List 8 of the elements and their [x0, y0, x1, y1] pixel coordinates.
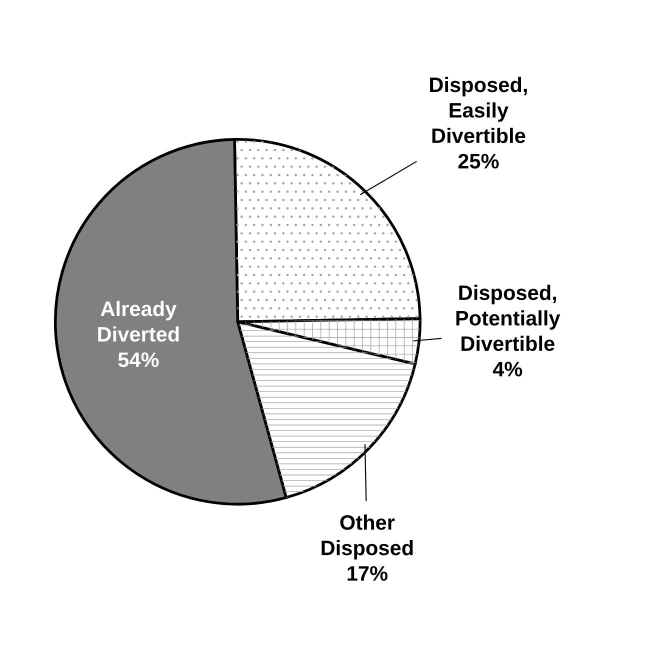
- slice-label: Disposed, Easily Divertible: [430, 76, 527, 144]
- data-label: 4%: [492, 362, 522, 376]
- data-label: 54%: [118, 352, 159, 368]
- slice-label: Other Disposed: [322, 514, 413, 560]
- slice-label: Disposed, Potentially Divertible: [456, 284, 560, 352]
- data-label: 25%: [458, 154, 499, 169]
- slice-label: Already Diverted: [98, 300, 179, 342]
- data-label: 17%: [348, 566, 388, 581]
